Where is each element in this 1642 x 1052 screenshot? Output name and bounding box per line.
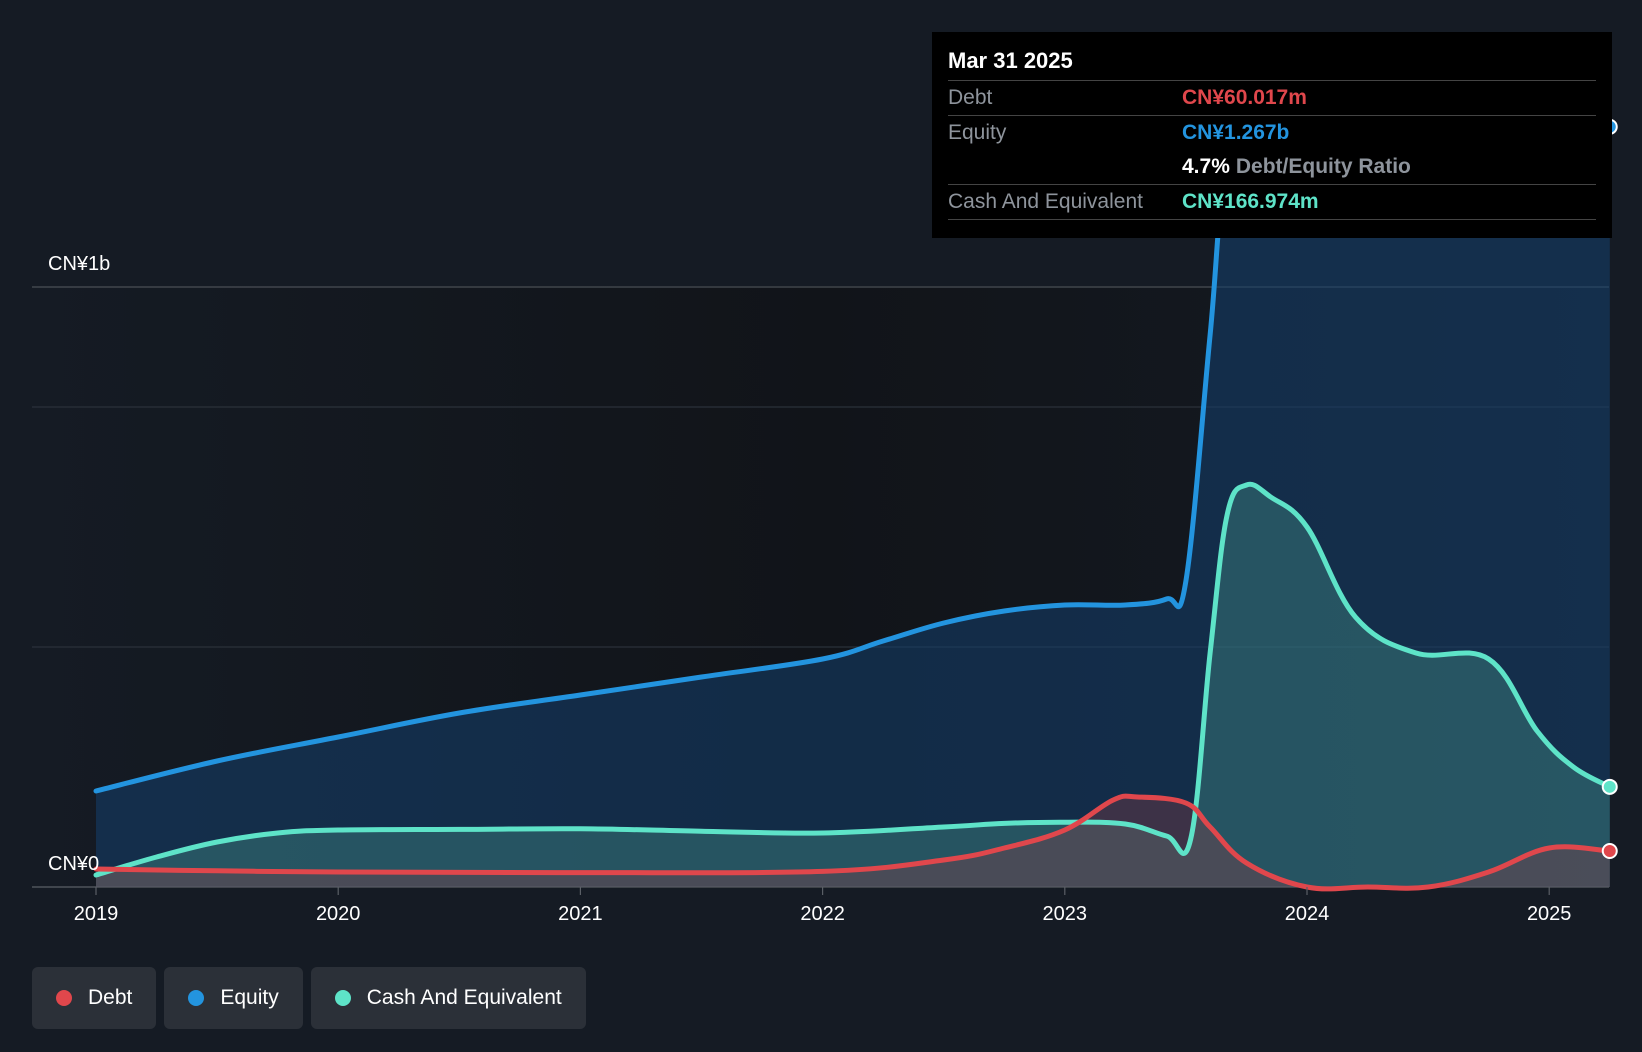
x-tick-label: 2024: [1285, 903, 1330, 925]
cash-and-equivalent-area: [96, 484, 1610, 887]
tooltip-panel: Mar 31 2025 Debt CN¥60.017m Equity CN¥1.…: [932, 32, 1612, 238]
x-tick-label: 2020: [316, 903, 361, 925]
tooltip-debt-label: Debt: [948, 86, 993, 109]
x-tick-label: 2023: [1043, 903, 1088, 925]
cash-and-equivalent-line: [93, 481, 1613, 878]
tooltip-ratio-row: 4.7% Debt/Equity Ratio: [948, 150, 1596, 185]
debt-area: [96, 796, 1610, 889]
x-axis-ticks: 2019 2020 2021 2022 2023 2024 2025: [74, 887, 1572, 925]
legend-label-equity: Equity: [220, 986, 279, 1009]
tooltip-equity-row: Equity CN¥1.267b: [948, 116, 1596, 150]
chart-legend: Debt Equity Cash And Equivalent: [32, 967, 586, 1029]
x-tick-label: 2025: [1527, 903, 1572, 925]
debt-line: [93, 793, 1613, 892]
series-areas: [96, 126, 1610, 889]
tooltip-cash-row: Cash And Equivalent CN¥166.974m: [948, 185, 1596, 220]
tooltip-equity-value: CN¥1.267b: [1182, 121, 1290, 144]
tooltip-ratio-value: 4.7%: [1182, 155, 1230, 178]
tooltip-debt-row: Debt CN¥60.017m: [948, 81, 1596, 116]
tooltip-debt-value: CN¥60.017m: [1182, 86, 1307, 109]
y-axis-bottom-label: CN¥0: [48, 853, 99, 875]
legend-item-debt[interactable]: Debt: [32, 967, 157, 1029]
tooltip-cash-label: Cash And Equivalent: [948, 190, 1143, 213]
tooltip-date: Mar 31 2025: [948, 46, 1596, 81]
tooltip-cash-value: CN¥166.974m: [1182, 190, 1319, 213]
legend-dot-equity-icon: [188, 990, 205, 1006]
legend-label-cash: Cash And Equivalent: [366, 986, 562, 1009]
x-tick-label: 2021: [558, 903, 603, 925]
equity-area: [96, 126, 1610, 888]
debt-endpoint: [1601, 842, 1618, 859]
legend-label-debt: Debt: [88, 986, 133, 1009]
legend-item-cash[interactable]: Cash And Equivalent: [310, 967, 586, 1029]
legend-dot-debt-icon: [56, 990, 72, 1006]
legend-item-equity[interactable]: Equity: [164, 967, 303, 1029]
tooltip-ratio-label: Debt/Equity Ratio: [1235, 155, 1411, 178]
x-tick-label: 2019: [74, 903, 119, 925]
cash-and-equivalent-endpoint: [1601, 778, 1618, 795]
y-axis-top-label: CN¥1b: [48, 253, 110, 275]
tooltip-equity-label: Equity: [948, 121, 1007, 144]
x-tick-label: 2022: [800, 903, 845, 925]
legend-dot-cash-icon: [334, 990, 351, 1006]
